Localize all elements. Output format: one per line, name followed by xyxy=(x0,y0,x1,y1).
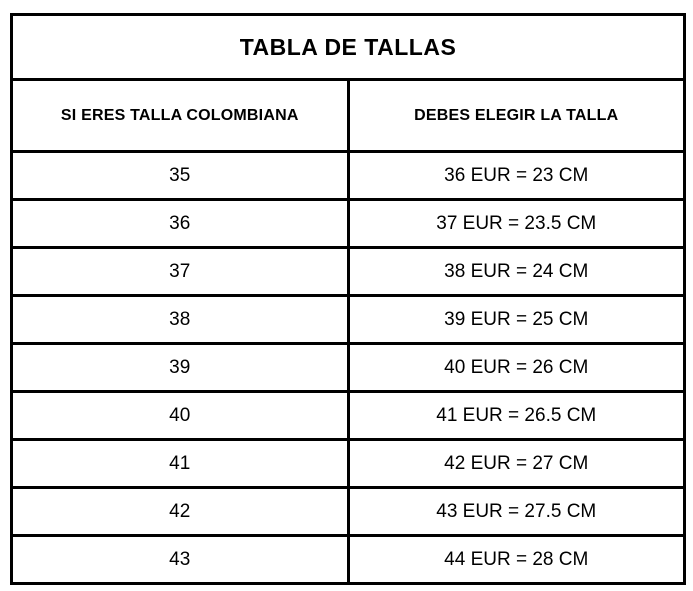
colombian-size-cell: 36 xyxy=(10,198,350,249)
colombian-size-cell: 40 xyxy=(10,390,350,441)
eur-size-cell: 42 EUR = 27 CM xyxy=(346,438,686,489)
table-row: 35 36 EUR = 23 CM xyxy=(10,150,686,201)
table-row: 40 41 EUR = 26.5 CM xyxy=(10,390,686,441)
eur-size-cell: 37 EUR = 23.5 CM xyxy=(346,198,686,249)
table-row: 39 40 EUR = 26 CM xyxy=(10,342,686,393)
table-row: 38 39 EUR = 25 CM xyxy=(10,294,686,345)
table-title: TABLA DE TALLAS xyxy=(10,13,686,81)
colombian-size-cell: 42 xyxy=(10,486,350,537)
eur-size-cell: 43 EUR = 27.5 CM xyxy=(346,486,686,537)
table-row: 37 38 EUR = 24 CM xyxy=(10,246,686,297)
table-header-row: SI ERES TALLA COLOMBIANA DEBES ELEGIR LA… xyxy=(10,78,686,153)
size-chart-table: TABLA DE TALLAS SI ERES TALLA COLOMBIANA… xyxy=(10,13,686,585)
column-header-colombian-size: SI ERES TALLA COLOMBIANA xyxy=(10,78,350,153)
colombian-size-cell: 38 xyxy=(10,294,350,345)
table-row: 41 42 EUR = 27 CM xyxy=(10,438,686,489)
eur-size-cell: 39 EUR = 25 CM xyxy=(346,294,686,345)
column-header-chosen-size: DEBES ELEGIR LA TALLA xyxy=(346,78,686,153)
eur-size-cell: 40 EUR = 26 CM xyxy=(346,342,686,393)
colombian-size-cell: 43 xyxy=(10,534,350,585)
table-row: 36 37 EUR = 23.5 CM xyxy=(10,198,686,249)
table-title-row: TABLA DE TALLAS xyxy=(10,13,686,81)
table-row: 43 44 EUR = 28 CM xyxy=(10,534,686,585)
colombian-size-cell: 35 xyxy=(10,150,350,201)
eur-size-cell: 41 EUR = 26.5 CM xyxy=(346,390,686,441)
eur-size-cell: 38 EUR = 24 CM xyxy=(346,246,686,297)
table-row: 42 43 EUR = 27.5 CM xyxy=(10,486,686,537)
colombian-size-cell: 39 xyxy=(10,342,350,393)
colombian-size-cell: 37 xyxy=(10,246,350,297)
eur-size-cell: 36 EUR = 23 CM xyxy=(346,150,686,201)
colombian-size-cell: 41 xyxy=(10,438,350,489)
eur-size-cell: 44 EUR = 28 CM xyxy=(346,534,686,585)
